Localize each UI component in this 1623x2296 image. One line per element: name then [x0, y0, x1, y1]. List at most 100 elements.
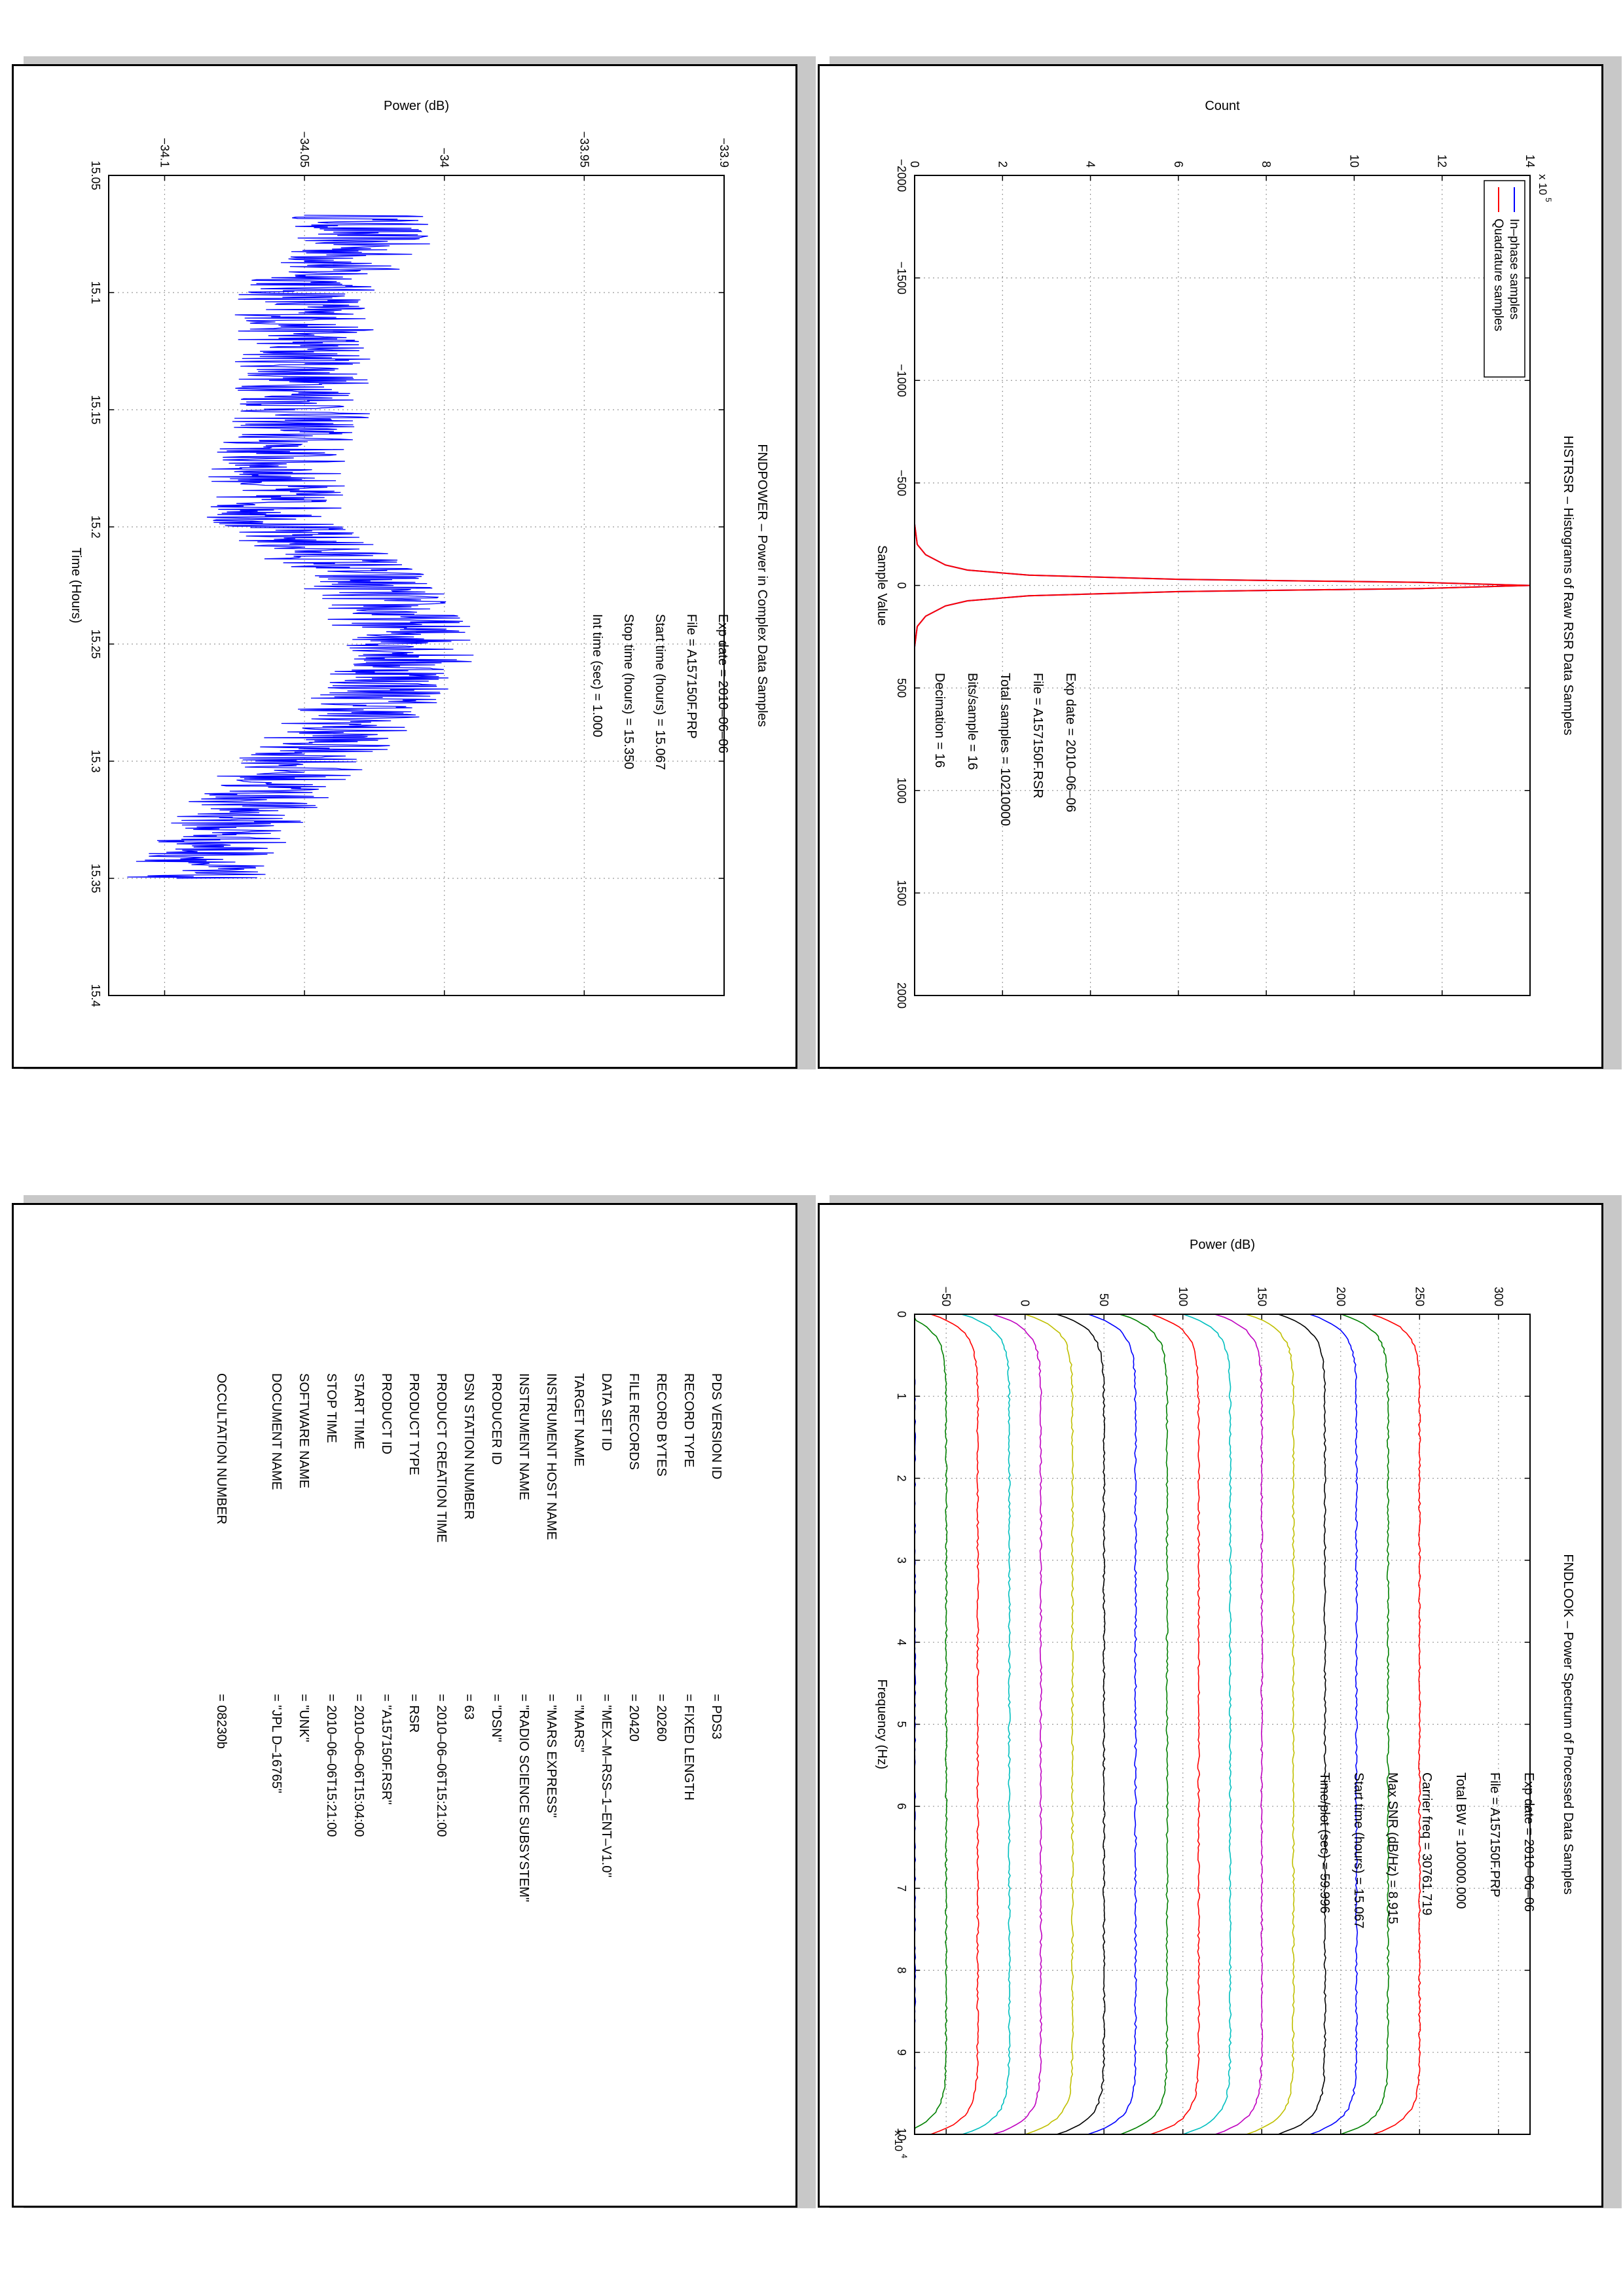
axes-frame: [108, 175, 725, 996]
label-value: = RSR: [407, 1694, 421, 1732]
y-tick-label: 150: [1255, 1287, 1268, 1306]
x-axis-label: Sample Value: [875, 545, 889, 626]
x-tick-label: 500: [895, 678, 908, 698]
x-tick-label: 2: [895, 1475, 908, 1482]
label-value: = "DSN": [489, 1694, 503, 1742]
info-line: Start time (hours) = 15.067: [653, 614, 667, 770]
label-value: = 2010–06–06T15:04:00: [352, 1694, 366, 1837]
y-axis-label: Power (dB): [384, 99, 449, 113]
spectrum-line-12: [992, 1314, 1043, 2135]
label-value: = 08230b: [214, 1694, 228, 1749]
label-key: INSTRUMENT HOST NAME: [544, 1373, 558, 1540]
y-axis-label: Power (dB): [1190, 1238, 1255, 1252]
histrsr-panel: −2000 −1500 −1000 −500 0 500 1000 1500 2000 0 2 4 6 8…: [818, 56, 1622, 1069]
spectrum-line-9: [1087, 1314, 1137, 2135]
y-axis-label: Count: [1205, 99, 1240, 113]
label-key: FILE RECORDS: [627, 1373, 641, 1470]
spectrum-line-6: [1182, 1314, 1232, 2135]
chart-title: HISTRSR – Histograms of Raw RSR Data Sam…: [1561, 436, 1575, 736]
legend-entry: Quadrature samples: [1491, 219, 1505, 331]
fndpower-chart: 15.05 15.1 15.15 15.2 15.25 15.3 15.35 15.4 −34.…: [69, 99, 769, 1007]
x-tick-label: 15.05: [89, 160, 102, 190]
label-value: = 2010–06–06T15:21:00: [434, 1694, 448, 1837]
spectrum-line-2: [1309, 1314, 1359, 2135]
label-key: PRODUCT ID: [379, 1373, 393, 1454]
x-axis-label: Frequency (Hz): [875, 1679, 889, 1770]
spectrum-line-4: [1245, 1314, 1295, 2135]
x-exponent-label: x 10: [892, 2130, 905, 2151]
fndlook-panel: 0 1 2 3 4 5 6 7 8 9 10 −50 0 50 100 150 200 250 300 FNDLOOK…: [818, 1195, 1622, 2208]
spectrum-line-1: [1340, 1314, 1390, 2135]
spectrum-line-8: [1119, 1314, 1169, 2135]
y-tick-label: 0: [908, 161, 921, 168]
label-value: = 63: [462, 1694, 476, 1719]
label-value: = 20420: [627, 1694, 641, 1742]
x-tick-label: 10: [895, 2128, 908, 2141]
info-line: Exp date = 2010–06–06: [1522, 1772, 1536, 1912]
y-tick-label: 250: [1413, 1287, 1426, 1306]
y-tick-label: 8: [1260, 161, 1273, 168]
label-key: STOP TIME: [324, 1373, 338, 1443]
x-tick-label: 15.15: [89, 395, 102, 424]
y-tick-label: −34: [438, 147, 451, 168]
x-tick-label: 5: [895, 1721, 908, 1727]
info-line: Bits/sample = 16: [965, 673, 979, 770]
label-key: SOFTWARE NAME: [297, 1373, 311, 1488]
x-tick-label: 9: [895, 2049, 908, 2056]
x-tick-label: 15.25: [89, 629, 102, 658]
x-tick-label: 1500: [895, 880, 908, 906]
x-tick-label: 8: [895, 1967, 908, 1973]
info-line: Decimation = 16: [932, 673, 947, 768]
legend-box: [1484, 180, 1525, 378]
info-line: Carrier freq = 30761.719: [1419, 1772, 1434, 1915]
y-tick-label: −50: [939, 1286, 953, 1306]
label-value: = "UNK": [297, 1694, 311, 1742]
x-axis-label: Time (Hours): [69, 548, 83, 624]
chart-title: FNDLOOK – Power Spectrum of Processed Da…: [1561, 1554, 1575, 1894]
label-value: = 2010–06–06T15:21:00: [324, 1694, 338, 1837]
label-value: = "MARS EXPRESS": [544, 1694, 558, 1818]
spectrum-line-15: [914, 1314, 948, 2134]
label-key: DATA SET ID: [599, 1373, 613, 1451]
label-key: RECORD TYPE: [682, 1373, 696, 1467]
x-tick-label: 15.1: [89, 281, 102, 304]
label-key: DOCUMENT NAME: [269, 1373, 283, 1490]
label-value: = "RADIO SCIENCE SUBSYSTEM": [517, 1694, 531, 1902]
label-key: TARGET NAME: [572, 1373, 586, 1467]
y-tick-label: 4: [1084, 161, 1097, 168]
info-line: Exp date = 2010–06–06: [1063, 673, 1078, 812]
y-tick-label: 12: [1436, 154, 1449, 168]
x-tick-label: 15.3: [89, 749, 102, 772]
info-line: Total samples = 10210000: [998, 673, 1012, 826]
chart-title: FNDPOWER – Power in Complex Data Samples: [755, 444, 769, 726]
spectrum-line-10: [1056, 1314, 1106, 2135]
label-key: DSN STATION NUMBER: [462, 1373, 476, 1520]
label-key: PDS VERSION ID: [709, 1373, 723, 1479]
y-tick-label: −33.9: [718, 137, 731, 168]
label-value: = "A157150F.RSR": [379, 1694, 393, 1804]
y-tick-label: 300: [1492, 1287, 1505, 1306]
label-key: RECORD BYTES: [654, 1373, 668, 1477]
info-line: File = A157150F.RSR: [1030, 673, 1045, 798]
spectrum-line-11: [1025, 1314, 1074, 2135]
label-value: = 20260: [654, 1694, 668, 1742]
spectrum-line-7: [1150, 1314, 1201, 2135]
info-line: File = A157150F.PRP: [684, 614, 699, 739]
label-key: PRODUCT CREATION TIME: [434, 1373, 448, 1543]
spectrum-line-0: [1371, 1314, 1421, 2135]
y-tick-label: 100: [1176, 1287, 1190, 1306]
x-tick-label: 1000: [895, 778, 908, 804]
y-tick-label: 10: [1347, 154, 1360, 168]
histrsr-chart: −2000 −1500 −1000 −500 0 500 1000 1500 2000 0 2 4 6 8…: [875, 99, 1575, 1009]
y-tick-label: 6: [1172, 161, 1185, 168]
info-line: Stop time (hours) = 15.350: [621, 614, 636, 769]
spectrum-line-3: [1278, 1314, 1326, 2135]
label-key: PRODUCT TYPE: [407, 1373, 421, 1475]
pds-label-table: PDS VERSION ID = PDS3 RECORD TYPE = FIXED L…: [214, 1373, 723, 1902]
x-tick-label: 0: [895, 582, 908, 588]
info-line: Time/plot (sec) = 59.996: [1317, 1772, 1332, 1913]
x-tick-label: −2000: [895, 159, 908, 192]
y-tick-label: −33.95: [577, 131, 591, 168]
axes-frame: [914, 1314, 1531, 2135]
x-tick-label: 15.4: [89, 984, 102, 1007]
